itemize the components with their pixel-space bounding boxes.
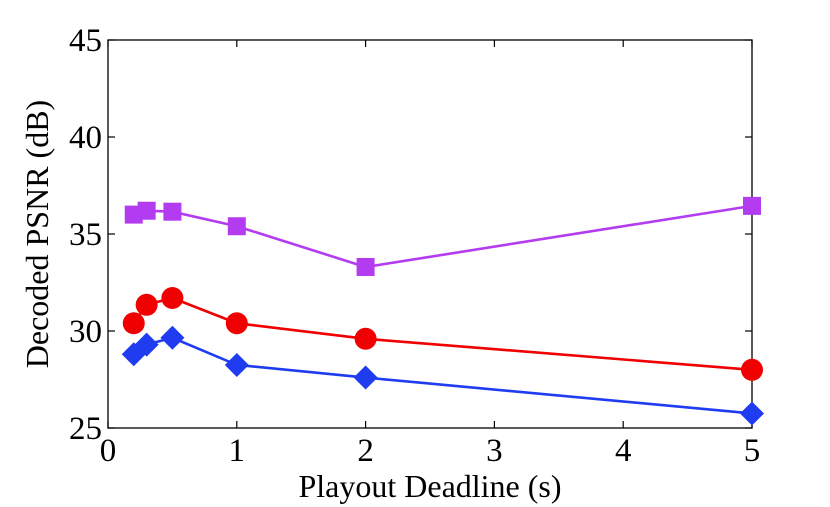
data-point-square xyxy=(743,196,761,215)
x-tick-label: 5 xyxy=(744,433,761,469)
series-square xyxy=(124,196,761,276)
series-line xyxy=(132,296,753,372)
data-point-diamond xyxy=(160,325,185,350)
data-point-square xyxy=(137,201,156,220)
plot-frame xyxy=(107,39,753,429)
data-point-diamond xyxy=(224,352,249,377)
data-point-square xyxy=(356,257,375,276)
x-tick-label: 0 xyxy=(100,433,117,469)
data-point-square xyxy=(163,202,182,221)
x-tick-label: 2 xyxy=(357,433,374,469)
x-tick-label: 4 xyxy=(615,433,632,469)
y-tick-label: 25 xyxy=(69,411,102,447)
x-axis-label: Playout Deadline (s) xyxy=(298,468,561,504)
data-point-diamond xyxy=(740,401,764,426)
x-tick-label: 3 xyxy=(486,433,503,469)
series-circle xyxy=(122,287,763,381)
series-layer xyxy=(121,196,764,426)
y-tick-label: 35 xyxy=(69,217,102,253)
y-tick-label: 30 xyxy=(69,314,102,350)
plot-area xyxy=(107,39,753,429)
y-axis-label: Decoded PSNR (dB) xyxy=(19,100,55,368)
data-point-square xyxy=(227,217,246,236)
data-point-circle xyxy=(741,358,763,381)
series-line xyxy=(133,204,753,269)
x-tick-label: 1 xyxy=(229,433,246,469)
y-tick-label: 45 xyxy=(69,23,102,59)
series-diamond xyxy=(121,325,764,426)
data-point-circle xyxy=(122,312,145,335)
data-point-diamond xyxy=(134,332,159,357)
data-point-circle xyxy=(161,287,184,310)
data-point-circle xyxy=(225,312,248,335)
y-tick-label: 40 xyxy=(69,120,102,156)
data-point-circle xyxy=(135,293,158,316)
data-point-circle xyxy=(354,327,377,350)
series-line xyxy=(133,336,753,415)
data-point-diamond xyxy=(353,365,378,390)
